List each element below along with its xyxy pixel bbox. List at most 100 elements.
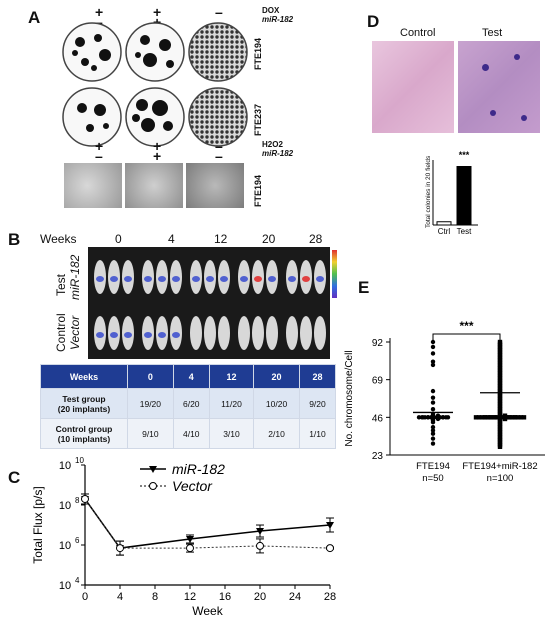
table-header-cell: 4 [172, 364, 210, 389]
bioluminescence-signal [220, 276, 228, 282]
e-point-fte194 [430, 395, 436, 400]
e-point-fte194-mir182 [506, 415, 512, 420]
e-point-fte194 [430, 420, 436, 425]
micrograph-3 [186, 163, 244, 208]
e-y-tick-label: 69 [372, 376, 384, 387]
c-x-tick-label: 24 [289, 591, 301, 603]
e-point-fte194-mir182 [488, 415, 494, 420]
c-legend-label: miR-182 [172, 461, 225, 477]
panel-b-row2-label-2: Vector [68, 315, 82, 350]
e-point-fte194 [430, 362, 436, 368]
panel-a-h2o2-sign-6: – [215, 148, 223, 164]
bioluminescence-signal [158, 332, 166, 338]
c-y-tick-exponent: 6 [75, 536, 80, 545]
panel-b-week-28: 28 [309, 232, 323, 246]
panel-b-table: Weeks 0 4 12 20 28 Test group (20 implant… [40, 364, 337, 449]
dish-fte194-2 [125, 22, 185, 82]
table-header-cell: 0 [127, 364, 174, 389]
e-point-fte194-mir182 [485, 415, 491, 420]
bioluminescence-signal [110, 276, 118, 282]
c-y-tick-exponent: 4 [75, 576, 80, 585]
panel-a-h2o2-sign-2: + [153, 138, 162, 154]
e-group-n: n=50 [422, 473, 443, 484]
e-point-fte194-mir182 [521, 415, 527, 420]
bioluminescence-signal [172, 332, 180, 338]
bioluminescence-signal [172, 276, 180, 282]
e-point-fte194 [443, 415, 449, 420]
table-cell: 9/10 [127, 418, 174, 449]
c-y-tick-label: 10 [59, 580, 71, 592]
panel-a-legend-h2o2: H2O2 [262, 140, 283, 149]
table-cell: 4/10 [172, 418, 210, 449]
panel-a-legend-mir: miR-182 [262, 15, 294, 24]
e-point-fte194 [430, 436, 436, 441]
c-x-tick-label: 28 [324, 591, 336, 603]
c-legend-marker [149, 466, 157, 473]
c-point-vector [326, 544, 334, 553]
panel-a-sign-2: + [153, 4, 162, 20]
panel-b-imaging [88, 247, 330, 359]
mouse [266, 316, 278, 350]
e-point-fte194-mir182 [515, 415, 521, 420]
c-y-tick-exponent: 10 [75, 456, 84, 465]
panel-b-week-0: 0 [115, 232, 122, 246]
c-x-tick-label: 0 [82, 591, 88, 603]
bioluminescence-signal [124, 276, 132, 282]
bioluminescence-signal [268, 276, 276, 282]
mouse [300, 316, 312, 350]
e-point-fte194-mir182 [497, 444, 503, 450]
bioluminescence-signal [254, 276, 262, 282]
c-y-label: Total Flux [p/s] [31, 486, 45, 563]
dish-fte194-1 [62, 22, 122, 82]
e-point-fte194-mir182 [503, 415, 509, 420]
e-point-fte194 [430, 424, 436, 430]
e-point-fte194-mir182 [491, 415, 497, 420]
d-x-tick-label: Test [457, 227, 472, 236]
bioluminescence-signal [110, 332, 118, 338]
c-point-mir182 [256, 528, 264, 536]
e-y-tick-label: 23 [372, 451, 384, 462]
table-cell: 19/20 [127, 388, 174, 419]
table-cell: 11/20 [208, 388, 255, 419]
table-header-cell: 28 [298, 364, 337, 389]
bioluminescence-signal [288, 276, 296, 282]
c-y-tick-label: 10 [59, 500, 71, 512]
c-point-mir182 [326, 522, 334, 529]
c-y-tick-exponent: 8 [75, 496, 80, 505]
panel-a-h2o2-sign-3: – [215, 138, 223, 154]
c-legend-marker [149, 482, 157, 490]
d-x-tick-label: Ctrl [438, 227, 451, 236]
c-y-tick-label: 10 [59, 460, 71, 472]
c-point-vector [81, 494, 89, 503]
panel-a-sign-4: – [95, 14, 103, 30]
panel-b-week-4: 4 [168, 232, 175, 246]
bioluminescence-signal [144, 332, 152, 338]
panel-b-row1-label-2: miR-182 [68, 254, 82, 300]
c-y-tick-label: 10 [59, 540, 71, 552]
d-significance: *** [459, 150, 470, 160]
panel-label-c: C [8, 468, 21, 487]
c-legend-label: Vector [172, 478, 213, 494]
panel-b-week-12: 12 [214, 232, 228, 246]
mouse [286, 316, 298, 350]
table-row: Test group (20 implants) 19/20 6/20 11/20… [40, 388, 337, 419]
bioluminescence-signal [96, 332, 104, 338]
row-label-1: Test group [62, 393, 106, 404]
e-point-fte194 [430, 428, 436, 433]
bioluminescence-signal [206, 276, 214, 282]
row-label-1: Control group [55, 423, 113, 434]
table-row-label: Control group (10 implants) [40, 418, 128, 449]
table-cell: 3/10 [208, 418, 255, 449]
e-point-fte194-mir182 [476, 415, 482, 420]
e-point-fte194 [430, 406, 436, 412]
panel-a-h2o2-sign-4: – [95, 148, 103, 164]
panel-a-h2o2-sign-1: + [95, 138, 104, 154]
c-x-tick-label: 16 [219, 591, 231, 603]
panel-d-control-image [372, 41, 454, 133]
e-point-fte194-mir182 [494, 415, 500, 420]
panel-d-test-image [458, 41, 540, 133]
e-point-fte194 [430, 344, 436, 350]
bioluminescence-signal [124, 332, 132, 338]
row-label-2: (20 implants) [57, 403, 111, 414]
